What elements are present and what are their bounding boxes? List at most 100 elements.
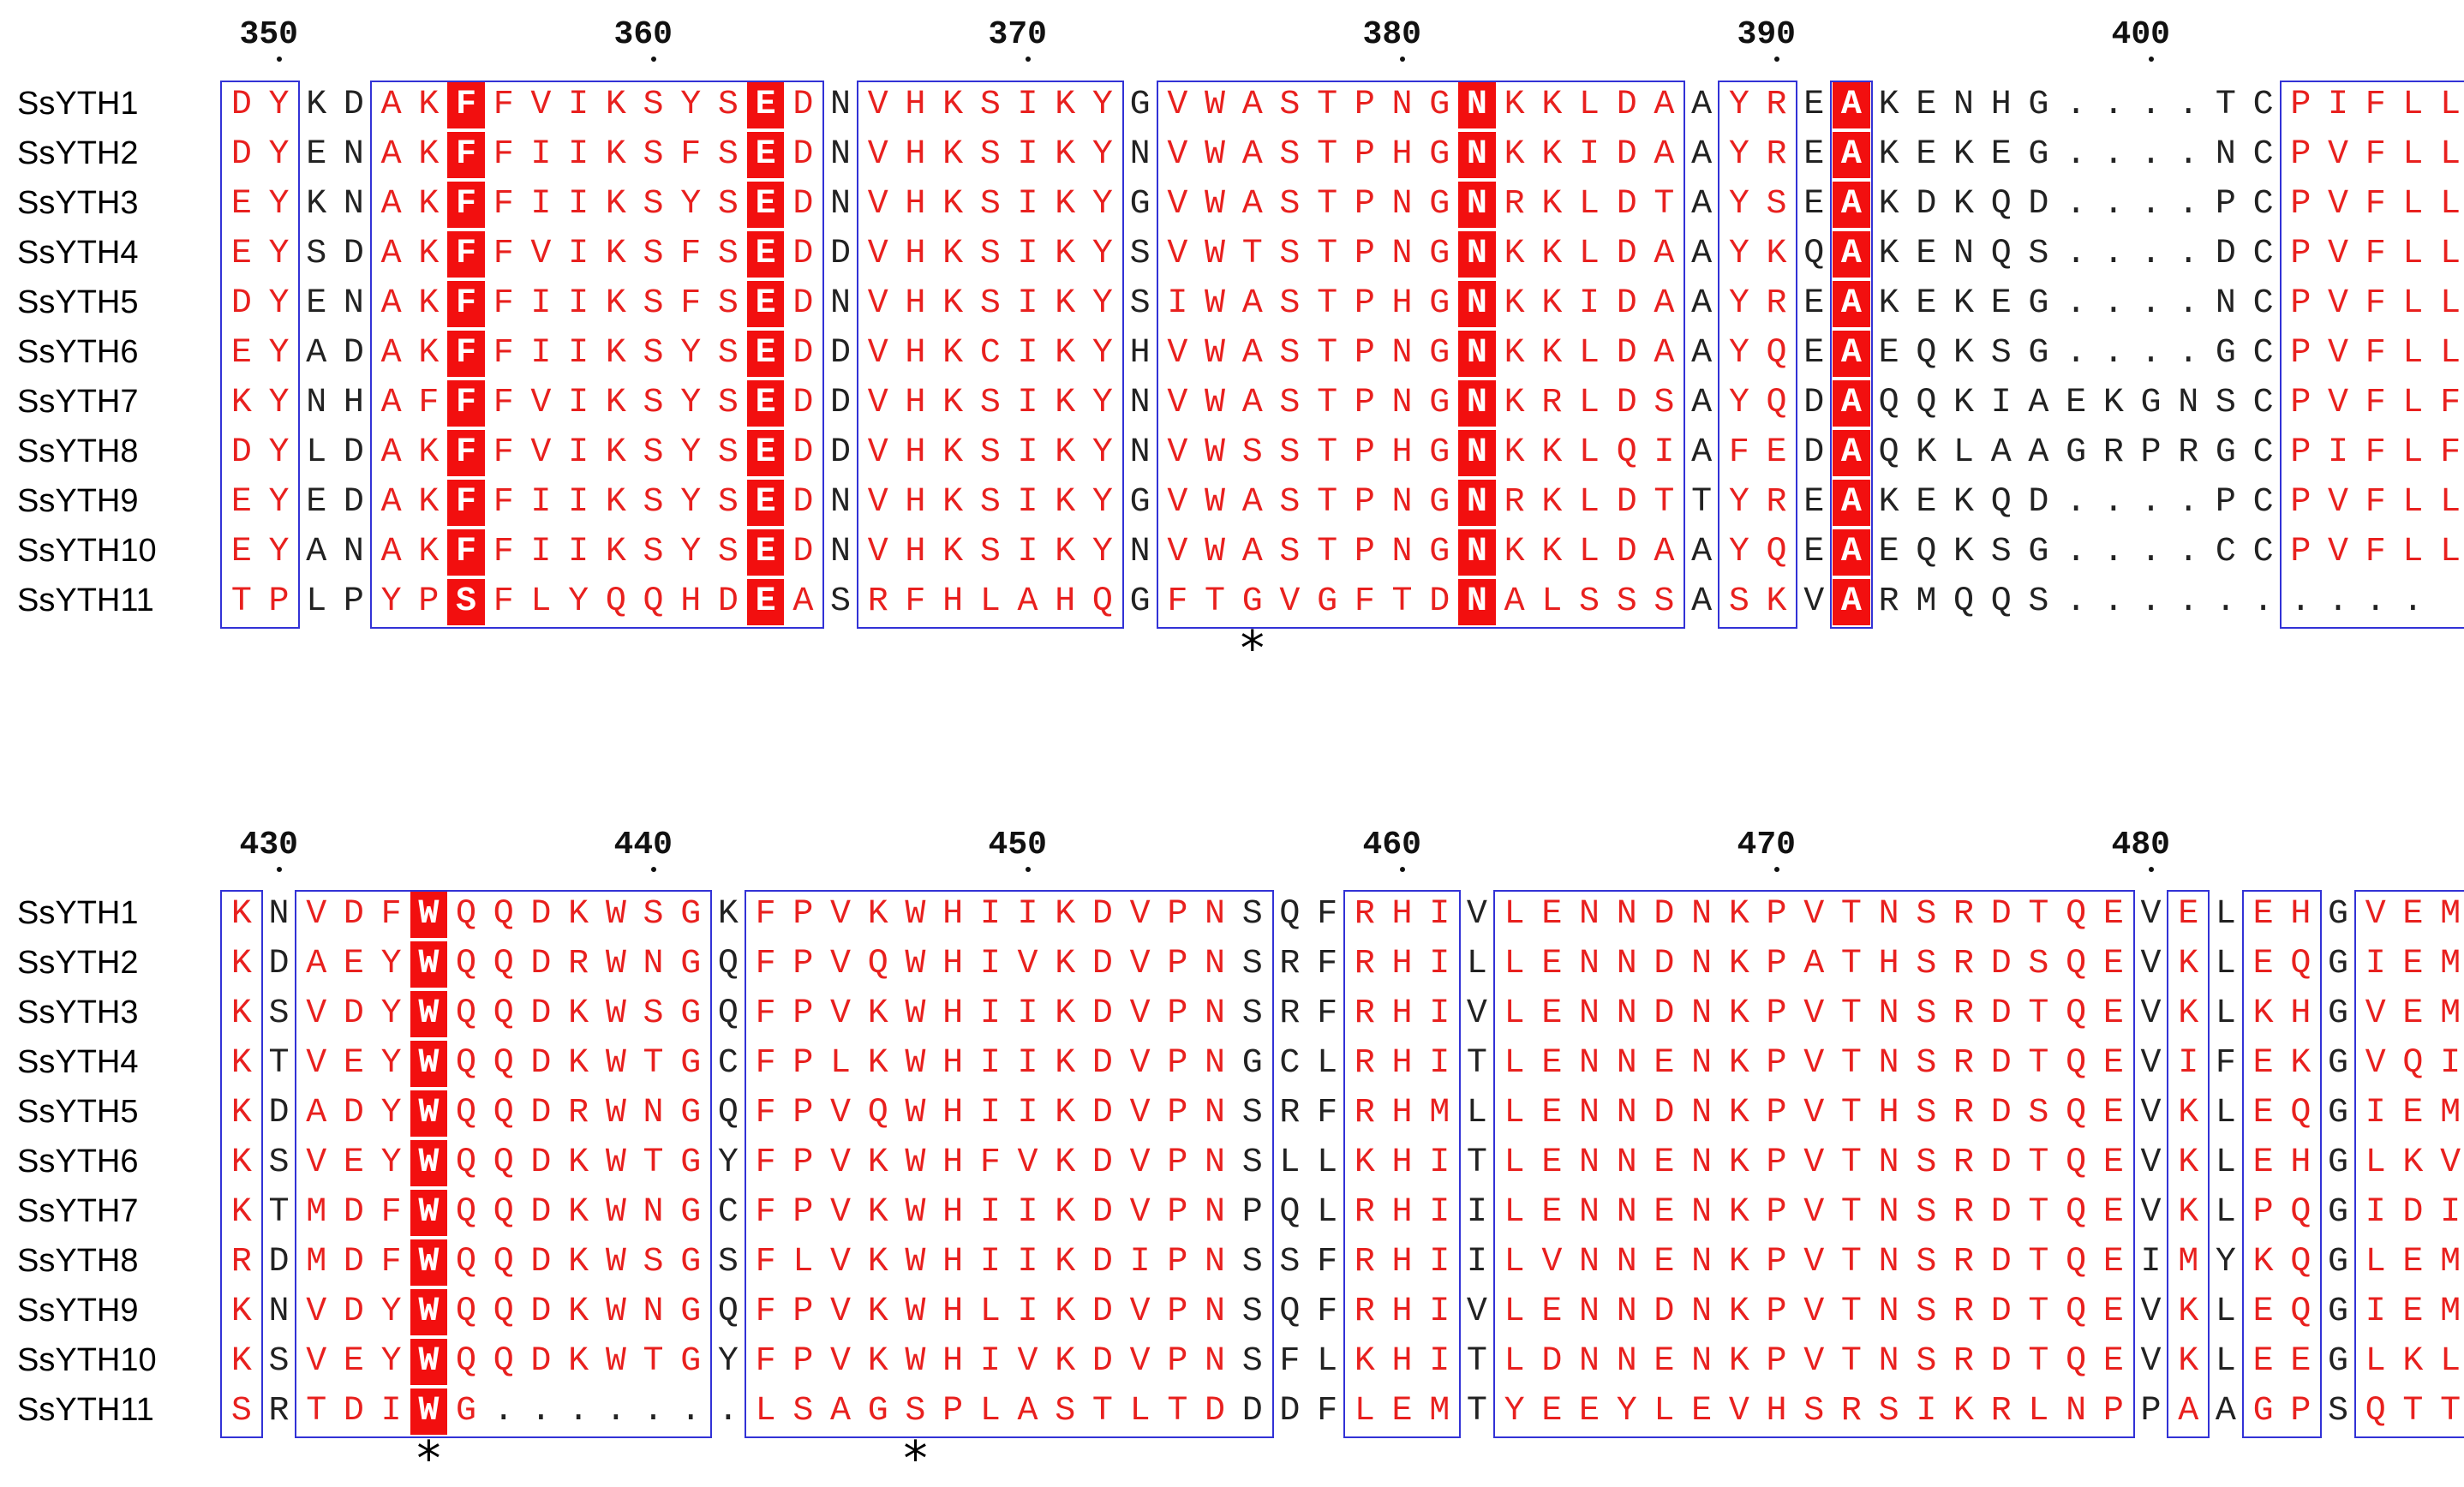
residue: E bbox=[1795, 132, 1833, 178]
residue: C bbox=[709, 1190, 747, 1236]
sequence-name: SsYTH4 bbox=[17, 236, 138, 269]
sequence-name: SsYTH9 bbox=[17, 485, 138, 517]
residue: N bbox=[1945, 82, 1983, 128]
residue: L bbox=[2207, 941, 2245, 988]
residue: V bbox=[1458, 1289, 1496, 1335]
residue: S bbox=[1983, 529, 2020, 576]
residue: E bbox=[1983, 132, 2020, 178]
residue: F bbox=[1308, 892, 1346, 938]
residue: E bbox=[1870, 529, 1908, 576]
position-tick-label: 360 bbox=[614, 19, 673, 51]
residue: K bbox=[297, 82, 335, 128]
sequence-name: SsYTH11 bbox=[17, 584, 154, 617]
residue: C bbox=[2245, 231, 2282, 278]
residue: A bbox=[1683, 132, 1720, 178]
residue: V bbox=[2132, 941, 2170, 988]
residue: . bbox=[2132, 182, 2170, 228]
residue: . bbox=[2132, 231, 2170, 278]
residue: C bbox=[2245, 430, 2282, 476]
residue: Q bbox=[1870, 430, 1908, 476]
residue: Y bbox=[709, 1339, 747, 1385]
position-tick-label: 440 bbox=[614, 829, 673, 862]
position-tick-dot bbox=[1026, 867, 1031, 872]
residue: K bbox=[1945, 480, 1983, 526]
residue: A bbox=[297, 331, 335, 377]
residue: C bbox=[2245, 132, 2282, 178]
residue: A bbox=[2020, 380, 2058, 427]
sequence-name: SsYTH10 bbox=[17, 534, 157, 567]
residue: V bbox=[1458, 991, 1496, 1037]
residue: A bbox=[1683, 430, 1720, 476]
position-tick-dot bbox=[1400, 57, 1405, 62]
residue: K bbox=[1870, 182, 1908, 228]
position-tick-dot bbox=[2149, 867, 2154, 872]
residue: . bbox=[2169, 281, 2207, 327]
residue: G bbox=[2319, 941, 2357, 988]
residue: N bbox=[335, 132, 373, 178]
residue: A bbox=[1683, 231, 1720, 278]
residue: L bbox=[1308, 1041, 1346, 1087]
residue: L bbox=[1308, 1190, 1346, 1236]
position-tick-dot bbox=[651, 867, 656, 872]
residue: Y bbox=[2207, 1239, 2245, 1286]
conservation-box bbox=[1718, 81, 1797, 629]
residue: V bbox=[1458, 892, 1496, 938]
residue: A bbox=[1983, 430, 2020, 476]
residue: Q bbox=[1983, 182, 2020, 228]
residue: S bbox=[2207, 380, 2245, 427]
residue: V bbox=[2132, 1339, 2170, 1385]
residue: F bbox=[2207, 1041, 2245, 1087]
residue: G bbox=[2020, 82, 2058, 128]
residue: S bbox=[1121, 231, 1159, 278]
sequence-name: SsYTH9 bbox=[17, 1294, 138, 1327]
residue: . bbox=[2169, 82, 2207, 128]
residue: L bbox=[2207, 1090, 2245, 1137]
residue: D bbox=[335, 82, 373, 128]
residue: . bbox=[2132, 281, 2170, 327]
residue: L bbox=[1458, 1090, 1496, 1137]
residue: T bbox=[1458, 1041, 1496, 1087]
residue: A bbox=[1683, 182, 1720, 228]
residue: V bbox=[2132, 892, 2170, 938]
residue: C bbox=[709, 1041, 747, 1087]
residue: E bbox=[297, 132, 335, 178]
residue: . bbox=[2057, 331, 2095, 377]
residue: Q bbox=[709, 941, 747, 988]
residue: P bbox=[2207, 182, 2245, 228]
residue: I bbox=[1983, 380, 2020, 427]
residue: . bbox=[2095, 132, 2132, 178]
conservation-box bbox=[2354, 890, 2464, 1438]
residue: A bbox=[2020, 430, 2058, 476]
residue: S bbox=[822, 579, 859, 625]
residue: G bbox=[2319, 991, 2357, 1037]
residue: E bbox=[1908, 231, 1946, 278]
residue: K bbox=[1908, 430, 1946, 476]
sequence-name: SsYTH2 bbox=[17, 137, 138, 170]
conserved-site-star: * bbox=[1241, 625, 1265, 673]
residue: . bbox=[2169, 132, 2207, 178]
residue: G bbox=[2020, 529, 2058, 576]
residue: G bbox=[2319, 1140, 2357, 1186]
sequence-name: SsYTH3 bbox=[17, 996, 138, 1029]
residue: N bbox=[1121, 132, 1159, 178]
residue: I bbox=[1458, 1239, 1496, 1286]
residue: R bbox=[1870, 579, 1908, 625]
conservation-box bbox=[2280, 81, 2464, 629]
residue: N bbox=[2207, 281, 2245, 327]
position-tick-dot bbox=[2149, 57, 2154, 62]
residue: N bbox=[335, 281, 373, 327]
residue: Q bbox=[1908, 331, 1946, 377]
residue: S bbox=[260, 1140, 298, 1186]
residue: . bbox=[2169, 182, 2207, 228]
residue: . bbox=[2132, 331, 2170, 377]
residue: R bbox=[1271, 941, 1309, 988]
residue: . bbox=[2132, 579, 2170, 625]
residue: . bbox=[2057, 82, 2095, 128]
residue: L bbox=[2207, 991, 2245, 1037]
residue: T bbox=[2207, 82, 2245, 128]
residue: E bbox=[1795, 331, 1833, 377]
position-tick-label: 450 bbox=[989, 829, 1047, 862]
residue: D bbox=[2020, 480, 2058, 526]
residue: K bbox=[2095, 380, 2132, 427]
residue: L bbox=[1945, 430, 1983, 476]
